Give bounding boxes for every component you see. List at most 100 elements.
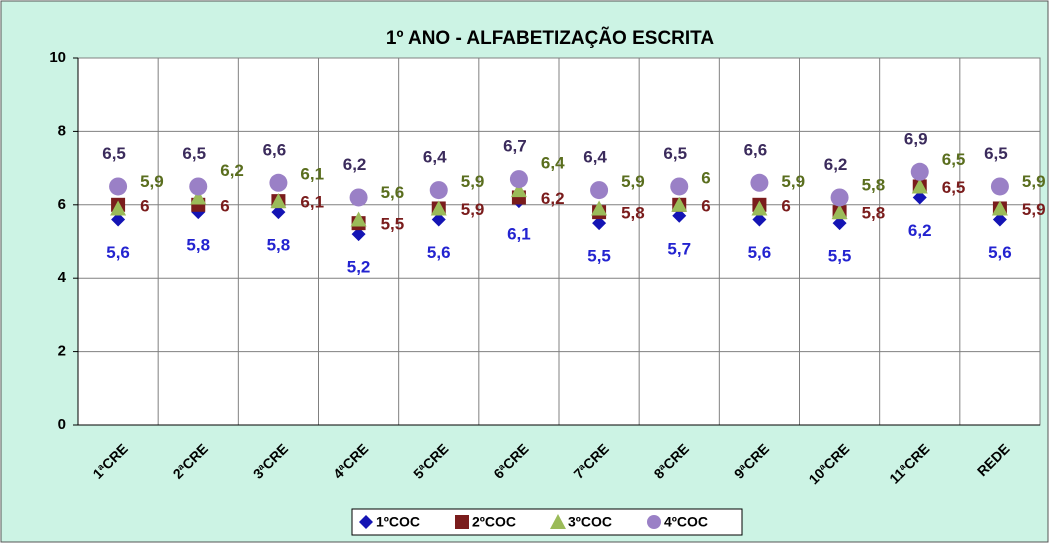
data-label: 6,5: [102, 144, 126, 163]
data-label: 5,6: [381, 183, 405, 202]
marker-circle: [509, 170, 528, 189]
data-label: 6,2: [908, 221, 932, 240]
data-label: 5,2: [347, 258, 371, 277]
data-label: 6,4: [583, 148, 607, 167]
legend: 1ºCOC 2ºCOC 3ºCOC 4ºCOC: [351, 508, 743, 536]
marker-diamond: [592, 216, 607, 231]
data-label: 6,6: [744, 140, 768, 159]
data-label: 6,5: [942, 178, 966, 197]
legend-label: 3ºCOC: [568, 514, 612, 530]
data-label: 5,5: [381, 215, 405, 234]
marker-triangle: [591, 200, 608, 216]
marker-circle: [750, 173, 769, 192]
marker-circle: [429, 181, 448, 200]
data-label: 5,8: [862, 204, 886, 223]
legend-marker: [647, 515, 661, 529]
data-label: 5,9: [621, 172, 645, 191]
y-tick-label: 10: [49, 49, 66, 66]
data-label: 5,8: [186, 236, 210, 255]
marker-triangle: [350, 211, 367, 227]
data-label: 5,5: [587, 247, 611, 266]
data-label: 6: [701, 168, 710, 187]
data-label: 5,9: [140, 172, 164, 191]
marker-circle: [109, 177, 128, 196]
marker-diamond: [271, 205, 286, 220]
chart-title: 1º ANO - ALFABETIZAÇÃO ESCRITA: [386, 27, 714, 49]
data-label: 6,9: [904, 129, 928, 148]
data-label: 6: [140, 196, 149, 215]
marker-diamond: [431, 212, 446, 227]
data-label: 5,6: [427, 243, 451, 262]
data-label: 6,1: [507, 225, 531, 244]
marker-circle: [910, 162, 929, 181]
marker-circle: [269, 173, 288, 192]
marker-triangle: [831, 204, 848, 220]
marker-triangle: [110, 200, 127, 216]
data-label: 5,9: [781, 172, 805, 191]
data-label: 5,7: [667, 239, 691, 258]
marker-diamond: [992, 212, 1007, 227]
data-label: 5,5: [828, 247, 852, 266]
marker-triangle: [430, 200, 447, 216]
y-tick-label: 4: [58, 269, 67, 286]
data-label: 6,2: [343, 155, 367, 174]
legend-box: [351, 508, 743, 536]
y-tick-label: 2: [58, 343, 66, 360]
data-label: 6: [701, 196, 710, 215]
data-label: 6,5: [663, 144, 687, 163]
data-label: 6,7: [503, 137, 527, 156]
data-label: 6,4: [541, 154, 565, 173]
legend-marker: [359, 515, 373, 529]
marker-diamond: [912, 190, 927, 205]
data-label: 5,9: [1022, 172, 1046, 191]
data-label: 5,8: [621, 204, 645, 223]
marker-diamond: [832, 216, 847, 231]
y-tick-label: 8: [58, 122, 66, 139]
marker-triangle: [991, 200, 1008, 216]
data-label: 6: [220, 196, 229, 215]
data-label: 6: [781, 196, 790, 215]
y-tick-label: 6: [58, 196, 66, 213]
marker-triangle: [911, 178, 928, 194]
marker-diamond: [672, 208, 687, 223]
marker-circle: [349, 188, 368, 207]
data-label: 6,2: [824, 155, 848, 174]
data-label: 6,1: [300, 193, 324, 212]
data-label: 6,2: [220, 161, 244, 180]
marker-circle: [189, 177, 208, 196]
data-label: 5,9: [461, 200, 485, 219]
legend-marker: [455, 515, 469, 529]
data-label: 5,8: [267, 236, 291, 255]
data-label: 6,1: [300, 165, 324, 184]
data-label: 5,6: [748, 243, 772, 262]
marker-triangle: [671, 196, 688, 212]
legend-label: 1ºCOC: [376, 514, 420, 530]
marker-triangle: [751, 200, 768, 216]
legend-label: 4ºCOC: [664, 514, 708, 530]
marker-triangle: [270, 193, 287, 209]
data-label: 5,9: [461, 172, 485, 191]
marker-circle: [590, 181, 609, 200]
marker-triangle: [190, 189, 207, 205]
data-label: 6,5: [942, 150, 966, 169]
marker-diamond: [752, 212, 767, 227]
data-label: 6,2: [541, 189, 565, 208]
legend-marker: [550, 514, 566, 529]
legend-label: 2ºCOC: [472, 514, 516, 530]
y-tick-label: 0: [58, 416, 66, 433]
data-label: 6,5: [182, 144, 206, 163]
marker-triangle: [510, 182, 527, 198]
marker-circle: [990, 177, 1009, 196]
data-label: 5,6: [988, 243, 1012, 262]
data-label: 5,6: [106, 243, 130, 262]
data-label: 6,4: [423, 148, 447, 167]
data-label: 5,9: [1022, 200, 1046, 219]
marker-diamond: [111, 212, 126, 227]
data-label: 6,5: [984, 144, 1008, 163]
data-label: 5,8: [862, 176, 886, 195]
marker-circle: [830, 188, 849, 207]
marker-circle: [670, 177, 689, 196]
data-label: 6,6: [263, 140, 287, 159]
